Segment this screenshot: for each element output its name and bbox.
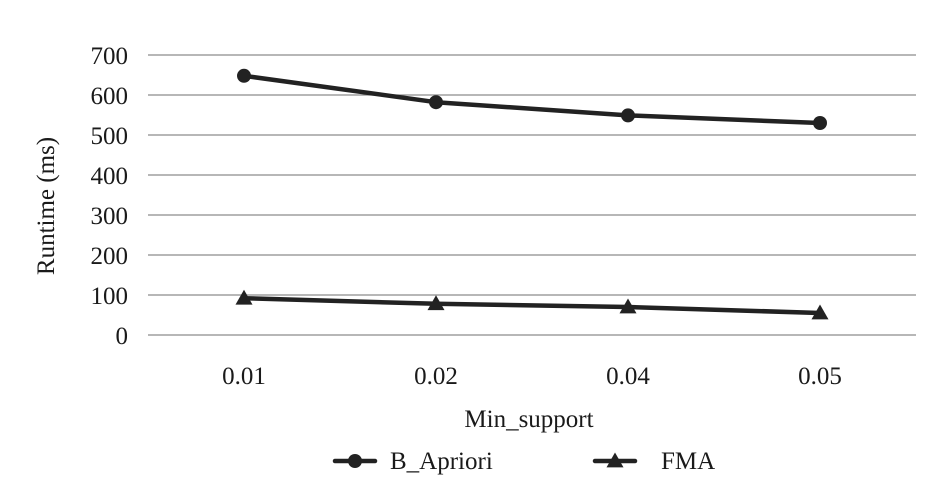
- x-tick-label: 0.02: [414, 363, 458, 390]
- x-tick-label: 0.01: [222, 363, 266, 390]
- x-tick-label: 0.04: [606, 363, 650, 390]
- legend-marker: [348, 454, 362, 468]
- legend-label: FMA: [661, 448, 715, 475]
- x-tick-label: 0.05: [798, 363, 842, 390]
- x-axis-title: Min_support: [464, 406, 593, 433]
- series-fma: [235, 289, 829, 320]
- legend: B_Apriori FMA: [332, 448, 715, 475]
- legend-label: B_Apriori: [390, 448, 493, 475]
- legend-item: FMA: [592, 448, 715, 475]
- x-axis-ticks: 0.01 0.02 0.04 0.05: [222, 363, 842, 390]
- series-group: [235, 68, 829, 320]
- data-point: [619, 298, 637, 314]
- legend-item: B_Apriori: [332, 448, 493, 475]
- y-tick-label: 200: [91, 243, 129, 270]
- data-point: [621, 108, 635, 123]
- y-tick-label: 500: [91, 123, 129, 150]
- y-tick-label: 600: [91, 83, 129, 110]
- data-point: [811, 304, 829, 320]
- legend-marker: [606, 452, 624, 468]
- y-tick-label: 0: [116, 323, 129, 350]
- data-point: [813, 116, 827, 130]
- y-axis-title: Runtime (ms): [33, 137, 60, 275]
- data-point: [427, 295, 445, 311]
- gridlines: [148, 54, 916, 336]
- series-b-apriori: [237, 68, 827, 130]
- y-tick-label: 700: [91, 43, 129, 70]
- data-point: [235, 289, 253, 305]
- y-tick-label: 300: [91, 203, 129, 230]
- y-tick-label: 400: [91, 163, 129, 190]
- data-point: [429, 95, 443, 110]
- series-line: [241, 295, 823, 316]
- y-tick-label: 100: [91, 283, 129, 310]
- series-line: [241, 73, 823, 126]
- y-axis-ticks: 0 100 200 300 400 500 600 700: [91, 43, 129, 350]
- data-point: [237, 68, 251, 83]
